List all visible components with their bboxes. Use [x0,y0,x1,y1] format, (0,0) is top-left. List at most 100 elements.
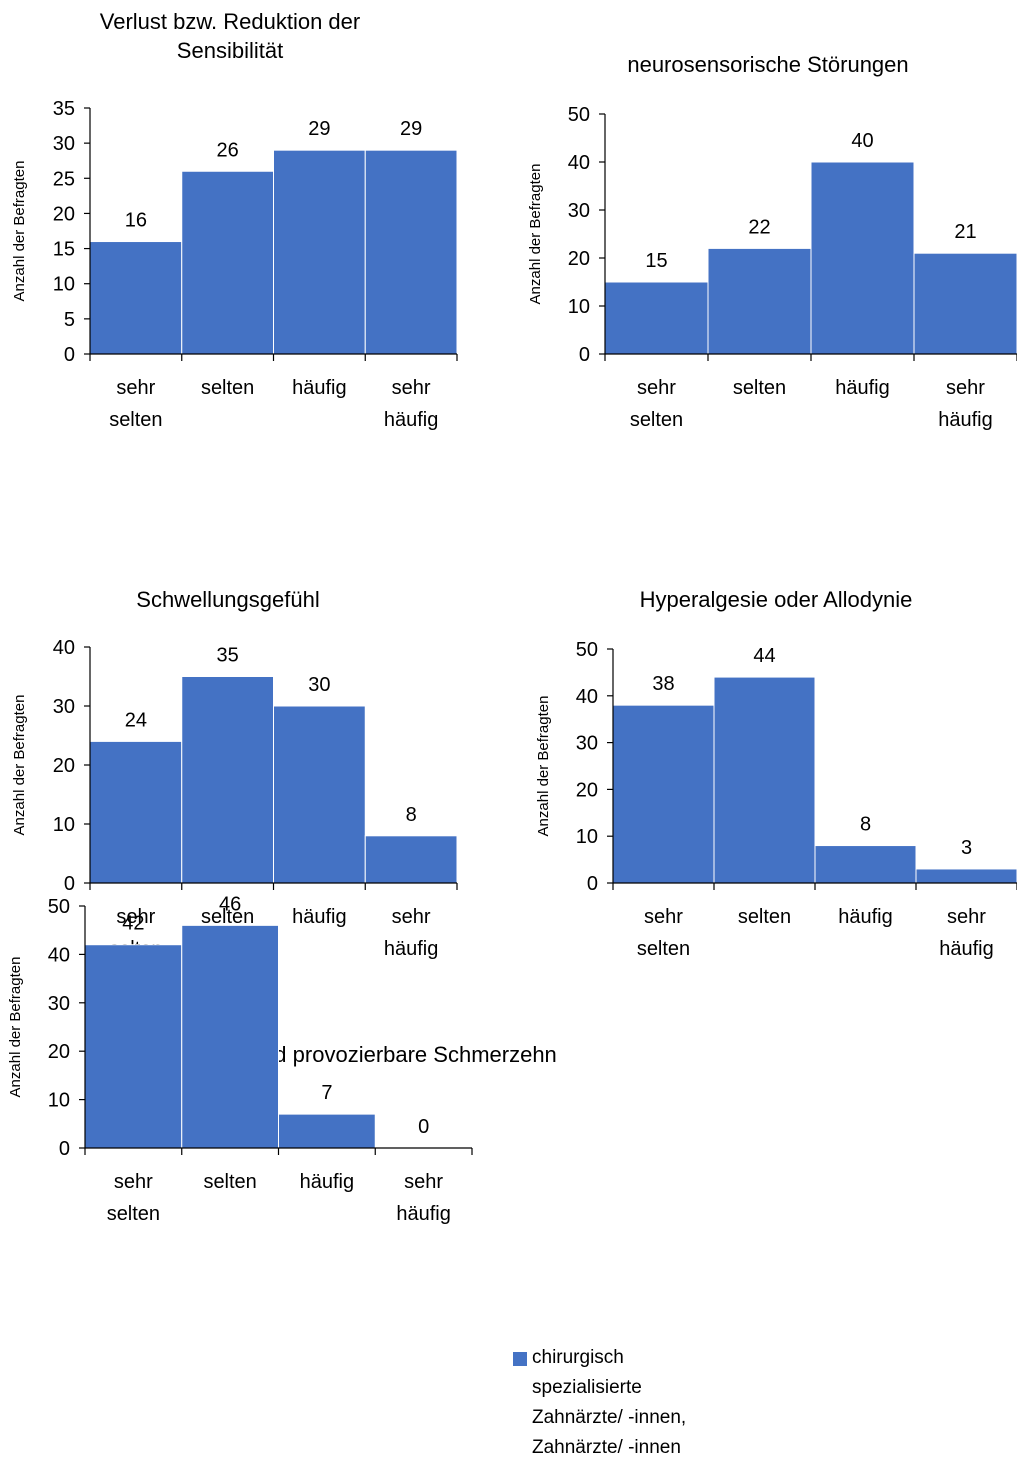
y-tick-label: 40 [576,686,598,708]
bar [713,676,816,884]
y-tick-label: 30 [48,993,70,1015]
data-label: 30 [308,674,330,696]
y-tick-label: 50 [576,639,598,661]
data-label: 42 [122,913,144,935]
data-label: 7 [321,1082,332,1104]
y-tick-label: 30 [53,696,75,718]
y-tick-label: 40 [53,637,75,659]
bar [364,835,458,884]
bar [89,241,183,355]
y-axis-label: Anzahl der Befragten [535,696,552,837]
x-tick-label: sehr häufig [938,377,993,431]
bar [181,170,274,355]
chart-title: neurosensorische Störungen [627,52,908,77]
y-tick-label: 35 [53,98,75,120]
data-label: 35 [217,645,239,667]
bar [181,924,279,1149]
y-axis-label: Anzahl der Befragten [11,695,28,836]
y-axis-label: Anzahl der Befragten [7,957,24,1098]
y-tick-label: 0 [587,873,598,895]
bar [89,740,183,884]
y-tick-label: 20 [576,779,598,801]
chart-title: Schwellungsgefühl [136,587,319,612]
x-tick-label: selten [203,1171,256,1193]
bar [278,1113,376,1149]
data-label: 40 [851,130,873,152]
y-axis-label: Anzahl der Befragten [527,164,544,305]
data-label: 8 [860,814,871,836]
y-tick-label: 25 [53,168,75,190]
x-tick-label: selten [201,906,254,928]
x-tick-label: häufig [838,906,893,928]
bar [273,705,366,884]
data-label: 44 [753,645,775,667]
y-tick-label: 40 [48,944,70,966]
x-tick-label: sehr häufig [384,906,439,960]
data-label: 0 [418,1116,429,1138]
bar [364,149,458,355]
data-label: 26 [217,139,239,161]
y-tick-label: 20 [568,248,590,270]
y-tick-label: 0 [59,1138,70,1160]
y-tick-label: 10 [568,296,590,318]
data-label: 15 [645,250,667,272]
legend-swatch [513,1352,527,1366]
x-tick-label: häufig [292,906,347,928]
y-tick-label: 20 [48,1041,70,1063]
data-label: 29 [400,118,422,140]
bar [814,845,917,884]
y-tick-label: 10 [48,1090,70,1112]
bar [810,161,915,355]
y-tick-label: 0 [64,344,75,366]
charts-canvas: Verlust bzw. Reduktion der Sensibilität An… [7,9,1017,1225]
y-tick-label: 30 [568,200,590,222]
bar [707,247,812,355]
y-tick-label: 50 [568,104,590,126]
data-label: 38 [652,673,674,695]
bar [273,149,366,355]
y-tick-label: 30 [53,133,75,155]
y-tick-label: 40 [568,152,590,174]
x-tick-label: sehr häufig [396,1171,451,1225]
data-label: 22 [748,216,770,238]
y-tick-label: 30 [576,733,598,755]
x-tick-label: häufig [300,1171,355,1193]
data-label: 24 [125,709,147,731]
data-label: 16 [125,210,147,232]
data-label: 3 [961,837,972,859]
bar [604,281,709,355]
x-tick-label: sehr häufig [384,377,439,431]
x-tick-label: selten [738,906,791,928]
y-tick-label: 50 [48,896,70,918]
data-label: 8 [406,804,417,826]
x-tick-label: sehr häufig [939,906,994,960]
x-tick-label: selten [201,377,254,399]
legend: chirurgisch spezialisierte Zahnärzte/ -i… [513,1343,743,1463]
bar [913,252,1017,355]
x-tick-label: häufig [835,377,890,399]
x-tick-label: selten [733,377,786,399]
y-tick-label: 10 [576,826,598,848]
x-tick-label: häufig [292,377,347,399]
y-tick-label: 20 [53,755,75,777]
data-label: 29 [308,118,330,140]
bar [84,944,183,1149]
y-tick-label: 20 [53,203,75,225]
y-tick-label: 5 [64,309,75,331]
bar [612,704,715,884]
y-tick-label: 10 [53,814,75,836]
y-axis-label: Anzahl der Befragten [11,161,28,302]
y-tick-label: 10 [53,274,75,296]
legend-label: chirurgisch spezialisierte Zahnärzte/ -i… [532,1347,687,1458]
y-tick-label: 15 [53,239,75,261]
data-label: 46 [219,893,241,915]
data-label: 21 [954,221,976,243]
bar [915,868,1017,884]
y-tick-label: 0 [579,344,590,366]
chart-title: Hyperalgesie oder Allodynie [640,587,913,612]
bar [181,676,274,884]
